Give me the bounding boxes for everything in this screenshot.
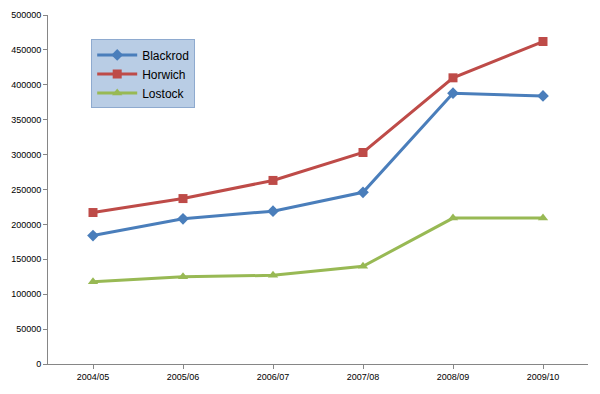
svg-text:2007/08: 2007/08 bbox=[347, 372, 380, 382]
svg-text:Lostock: Lostock bbox=[142, 87, 184, 101]
svg-text:400000: 400000 bbox=[11, 80, 41, 90]
svg-text:50000: 50000 bbox=[16, 324, 41, 334]
svg-text:0: 0 bbox=[36, 359, 41, 369]
svg-text:300000: 300000 bbox=[11, 150, 41, 160]
svg-text:450000: 450000 bbox=[11, 45, 41, 55]
svg-text:350000: 350000 bbox=[11, 115, 41, 125]
svg-text:2004/05: 2004/05 bbox=[77, 372, 110, 382]
svg-text:100000: 100000 bbox=[11, 289, 41, 299]
svg-text:2006/07: 2006/07 bbox=[257, 372, 290, 382]
svg-text:200000: 200000 bbox=[11, 220, 41, 230]
svg-text:250000: 250000 bbox=[11, 185, 41, 195]
svg-text:150000: 150000 bbox=[11, 254, 41, 264]
svg-text:500000: 500000 bbox=[11, 10, 41, 20]
svg-text:2005/06: 2005/06 bbox=[167, 372, 200, 382]
svg-text:2008/09: 2008/09 bbox=[437, 372, 470, 382]
svg-text:Horwich: Horwich bbox=[142, 68, 185, 82]
svg-text:2009/10: 2009/10 bbox=[527, 372, 560, 382]
svg-text:Blackrod: Blackrod bbox=[142, 49, 189, 63]
